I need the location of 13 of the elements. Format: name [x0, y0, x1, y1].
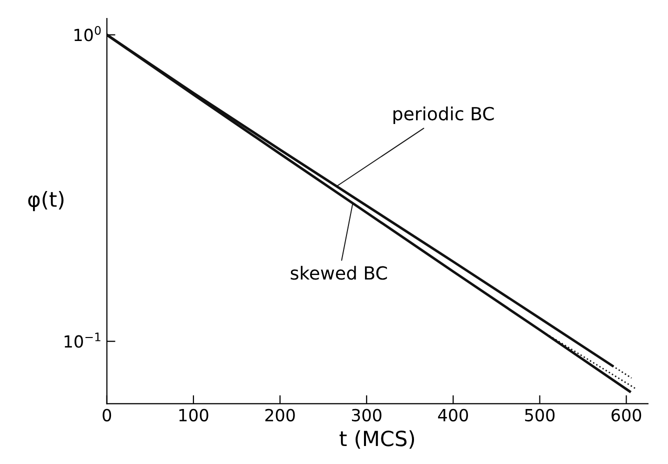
- x-tick-label: 100: [179, 408, 208, 422]
- x-tick-label: 500: [525, 408, 555, 422]
- x-axis-title: t (MCS): [340, 430, 414, 449]
- y-tick-label: 10$^{−1}$: [64, 332, 100, 348]
- x-tick-label: 0: [102, 408, 112, 422]
- annotation: skewed BC: [290, 266, 387, 280]
- annotation: periodic BC: [393, 106, 494, 124]
- x-tick-label: 600: [612, 408, 642, 422]
- x-tick-label: 300: [352, 408, 382, 422]
- x-tick-label: 200: [265, 408, 295, 422]
- y-tick-label: 10$^{0}$: [74, 26, 101, 42]
- x-tick-label: 400: [438, 408, 468, 422]
- y-axis-title: φ(t): [28, 190, 64, 212]
